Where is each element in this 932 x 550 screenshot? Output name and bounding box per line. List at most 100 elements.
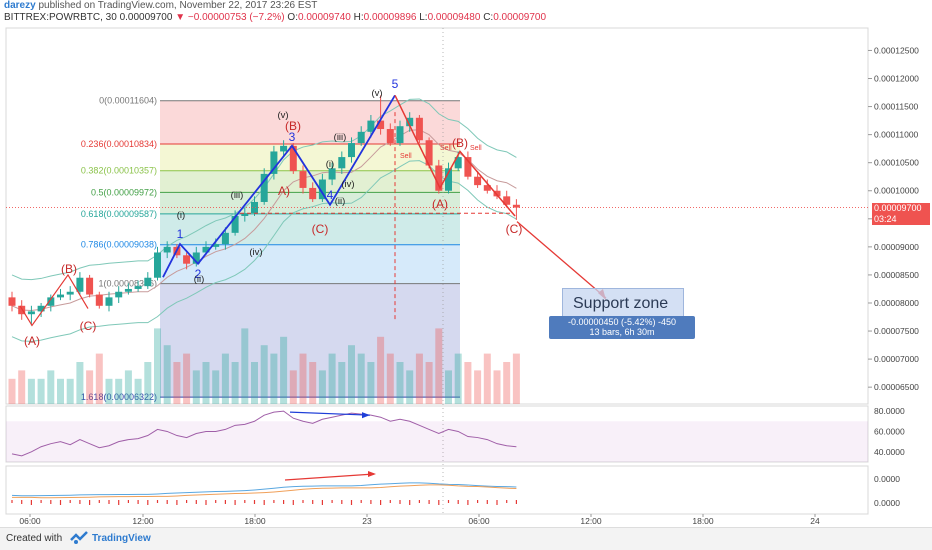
wave-label: 2 [195, 267, 202, 281]
volume-bar [348, 345, 355, 404]
symbol-label: BITTREX:POWRBTC, 30 [4, 12, 117, 23]
time-tick-label: 24 [810, 516, 820, 526]
tradingview-brand[interactable]: TradingView [92, 533, 151, 544]
volume-bar [309, 362, 317, 404]
candle-body [348, 143, 355, 158]
last-price-tag: 0.00009700 [872, 203, 930, 214]
candle-body [328, 168, 336, 180]
support-zone-box[interactable]: Support zone [562, 288, 684, 318]
fib-level-label: 1(0.00008346) [98, 279, 157, 289]
corrective-wave-line [394, 95, 516, 217]
candle-body [260, 173, 268, 202]
volume-bar [192, 370, 200, 404]
rsi-tick-label: 80.0000 [874, 406, 905, 416]
macd-tick-label: 0.0000 [874, 498, 900, 508]
close-value: 0.00009700 [493, 12, 547, 23]
candle-body [367, 120, 375, 132]
candle-body [493, 190, 501, 197]
measure-duration: 13 bars, 6h 30m [589, 327, 655, 337]
high-label: H: [353, 12, 364, 23]
candle-body [357, 131, 365, 144]
volume-bar [231, 362, 239, 404]
corrective-wave-label: (C) [506, 222, 523, 236]
rsi-divergence-arrow [289, 411, 371, 416]
high-value: 0.00009896 [363, 12, 417, 23]
candle-body [144, 277, 152, 287]
footer-bar: Created with TradingView [0, 527, 932, 550]
volume-bar [76, 362, 84, 404]
measure-tooltip: -0.00000450 (-5.42%) -450 13 bars, 6h 30… [549, 316, 695, 339]
macd-arrow-head-icon [368, 471, 376, 477]
candle-body [483, 185, 491, 191]
corrective-wave-label: (B) [61, 262, 77, 276]
volume-bar [37, 378, 45, 404]
fib-band [160, 192, 460, 214]
candle-body [445, 168, 452, 191]
volume-bar [512, 353, 520, 404]
rsi-arrow-head-icon [362, 412, 370, 419]
volume-bar [212, 370, 220, 404]
volume-bar [270, 353, 278, 404]
rsi-pane [5, 405, 869, 463]
rsi-band [6, 421, 868, 462]
measure-change: -0.00000450 (-5.42%) -450 [567, 317, 677, 327]
candle-body [289, 145, 297, 172]
candle-body [221, 232, 229, 245]
created-with-label: Created with [6, 533, 63, 544]
volume-bar [483, 353, 491, 404]
candle-body [134, 286, 142, 289]
price-tick-label: 0.00012000 [874, 74, 919, 84]
volume-bar [289, 370, 297, 404]
wave-label: 4 [327, 188, 334, 202]
volume-bar [251, 362, 258, 404]
volume-bar [299, 353, 307, 404]
minor-wave-label: (v) [277, 110, 288, 121]
corrective-wave-label: (C) [312, 222, 329, 236]
volume-bar [260, 345, 268, 404]
time-tick-label: 12:00 [580, 516, 602, 526]
candle-body [27, 311, 35, 315]
price-tick-label: 0.00008000 [874, 298, 919, 308]
volume-bar [105, 378, 113, 404]
time-tick-label: 06:00 [468, 516, 490, 526]
volume-bar [95, 353, 103, 404]
rsi-tick-label: 40.0000 [874, 447, 905, 457]
candle-body [338, 157, 346, 169]
volume-bar [464, 362, 472, 404]
volume-bar [18, 370, 26, 404]
volume-bar [503, 362, 511, 404]
candle-body [503, 196, 511, 205]
publish-info: published on TradingView.com, November 2… [38, 0, 318, 11]
macd-line [11, 482, 517, 497]
volume-bar [435, 328, 443, 404]
time-tick-label: 23 [362, 516, 372, 526]
volume-bar [144, 362, 152, 404]
candle-body [318, 179, 326, 200]
volume-bar [280, 336, 288, 404]
support-zone-label: Support zone [573, 295, 669, 312]
volume-bar [328, 353, 336, 404]
author-name[interactable]: darezy [4, 0, 36, 11]
fib-band [160, 283, 460, 398]
rsi-tick-label: 60.0000 [874, 426, 905, 436]
minor-wave-label: (i) [326, 159, 334, 170]
minor-wave-label: (ii) [194, 274, 205, 285]
price-tick-label: 0.00010500 [874, 158, 919, 168]
minor-wave-label: (iv) [341, 179, 354, 190]
candle-body [57, 294, 64, 298]
candle-body [231, 216, 239, 233]
publish-line: darezy published on TradingView.com, Nov… [4, 0, 317, 11]
wave-label: 5 [392, 77, 399, 91]
volume-bar [66, 378, 74, 404]
chart-canvas[interactable]: 0(0.00011604) 0.236(0.00010834) 0.382(0.00… [0, 0, 932, 528]
macd-tick-label: 0.0000 [874, 474, 900, 484]
macd-divergence-arrow [284, 473, 375, 481]
candle-body [192, 252, 200, 264]
fib-level-label: 1.618(0.00006322) [81, 392, 157, 402]
volume-bar [202, 362, 210, 404]
candle-body [66, 291, 74, 295]
sell-signal-label: Sell [400, 153, 412, 160]
last-price: 0.00009700 [119, 12, 173, 23]
candle-body [406, 117, 414, 127]
minor-wave-label: (ii) [335, 196, 346, 207]
